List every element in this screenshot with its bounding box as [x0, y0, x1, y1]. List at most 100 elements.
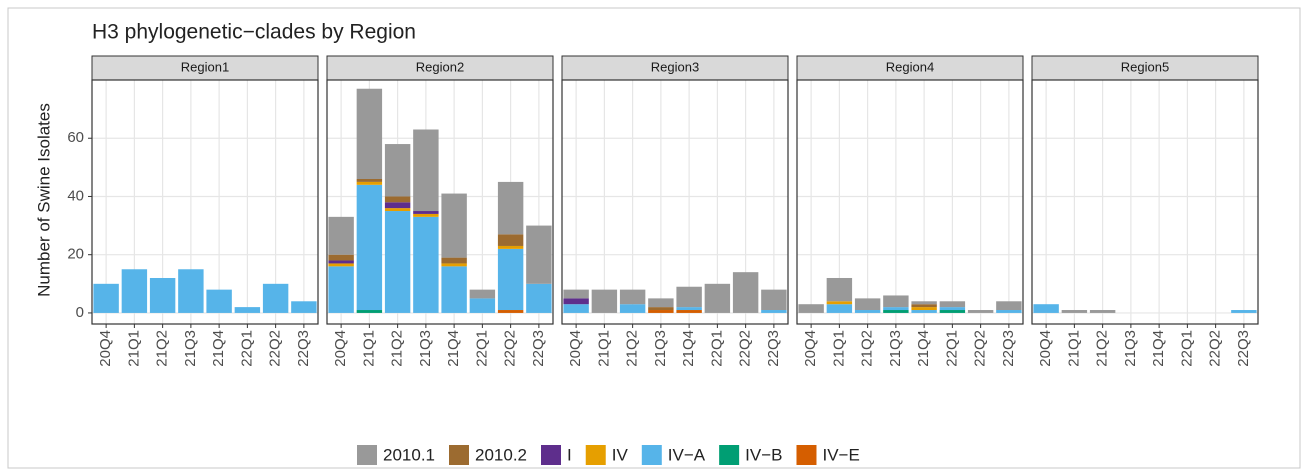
panel-border [1031, 79, 1259, 325]
panel-bg [1032, 80, 1258, 324]
bar-segment [206, 289, 232, 313]
bar-segment [497, 245, 524, 249]
bar-segment [648, 310, 674, 313]
bar-segment [497, 181, 524, 235]
bar-segment [996, 301, 1022, 311]
x-tick-label: 21Q2 [1094, 330, 1111, 367]
bar-segment [1033, 304, 1059, 313]
panel-border [561, 79, 789, 325]
bar-segment [413, 213, 439, 217]
bar-segment [526, 283, 552, 313]
bar-segment [291, 301, 317, 313]
x-tick-label: 21Q2 [624, 330, 641, 367]
x-tick-label: 22Q1 [238, 330, 255, 367]
strip [561, 55, 789, 81]
bar-segment [413, 216, 439, 313]
bar-segment [563, 289, 589, 299]
panel-title: Region3 [651, 59, 699, 74]
x-tick-label: 21Q2 [154, 330, 171, 367]
bar-segment [356, 181, 383, 185]
bar-segment [497, 234, 524, 246]
bar-segment [883, 310, 909, 313]
bar-segment [648, 307, 674, 311]
bar-segment [911, 304, 937, 308]
bar-segment [761, 310, 787, 313]
legend-swatch [641, 445, 662, 465]
x-tick-label: 21Q3 [182, 330, 199, 367]
bar-segment [413, 129, 439, 212]
x-tick-label: 22Q2 [1207, 330, 1224, 367]
legend-swatch [357, 445, 377, 465]
bar-segment [1089, 310, 1116, 313]
x-tick-label: 21Q4 [210, 330, 227, 367]
bar-segment [883, 295, 909, 308]
bar-segment [121, 269, 148, 313]
x-tick-label: 22Q3 [295, 330, 312, 367]
x-tick-label: 20Q4 [567, 330, 584, 367]
panel-title: Region1 [181, 59, 229, 74]
x-tick-label: 21Q1 [1065, 330, 1082, 367]
bar-segment [469, 298, 496, 313]
x-tick-label: 21Q3 [1122, 330, 1139, 367]
bar-segment [826, 304, 853, 313]
x-tick-label: 22Q1 [473, 330, 490, 367]
panel-border [91, 79, 319, 325]
x-tick-label: 22Q2 [737, 330, 754, 367]
x-tick-label: 20Q4 [332, 330, 349, 367]
strip [796, 55, 1024, 81]
bar-segment [262, 283, 289, 313]
panel-border [326, 79, 554, 325]
x-tick-label: 22Q3 [765, 330, 782, 367]
bar-segment [676, 310, 702, 313]
bar-segment [826, 277, 853, 302]
legend-swatch [719, 445, 740, 465]
bar-segment [1061, 310, 1088, 313]
x-tick-label: 21Q1 [595, 330, 612, 367]
legend-swatch [541, 445, 561, 465]
bar-segment [384, 202, 411, 209]
x-tick-label: 22Q2 [502, 330, 519, 367]
bar-segment [328, 260, 354, 264]
bar-segment [328, 254, 354, 261]
bar-segment [384, 144, 411, 197]
bar-segment [939, 307, 966, 311]
x-tick-label: 20Q4 [1037, 330, 1054, 367]
bar-segment [939, 310, 966, 313]
bar-segment [356, 88, 383, 179]
bar-segment [328, 263, 354, 267]
y-tick-label: 20 [67, 246, 84, 263]
x-tick-label: 21Q3 [887, 330, 904, 367]
bar-segment [911, 301, 937, 305]
legend-swatch [449, 445, 469, 465]
bar-segment [996, 310, 1022, 313]
bar-segment [854, 298, 881, 311]
bar-segment [441, 193, 467, 258]
bar-segment [563, 298, 589, 305]
strip [91, 55, 319, 81]
bar-segment [826, 301, 853, 305]
legend-label: IV−B [745, 445, 782, 464]
bar-segment [883, 307, 909, 311]
bar-segment [619, 304, 646, 313]
legend-swatch [585, 445, 606, 465]
legend-label: IV [612, 445, 629, 464]
bar-segment [328, 266, 354, 313]
x-tick-label: 21Q2 [859, 330, 876, 367]
bar-segment [413, 211, 439, 214]
panel-title: Region4 [886, 59, 934, 74]
legend-label: 2010.1 [383, 445, 435, 464]
bar-segment [384, 211, 411, 313]
x-tick-label: 21Q4 [445, 330, 462, 367]
bar-segment [676, 286, 702, 308]
bar-segment [704, 283, 731, 313]
y-tick-label: 40 [67, 187, 84, 204]
x-tick-label: 21Q4 [1150, 330, 1167, 367]
x-tick-label: 21Q4 [915, 330, 932, 367]
bar-segment [911, 307, 937, 311]
legend-swatch [796, 445, 817, 465]
x-tick-label: 21Q1 [830, 330, 847, 367]
bar-segment [967, 310, 994, 313]
bar-segment [676, 307, 702, 311]
y-tick-label: 60 [67, 129, 84, 146]
